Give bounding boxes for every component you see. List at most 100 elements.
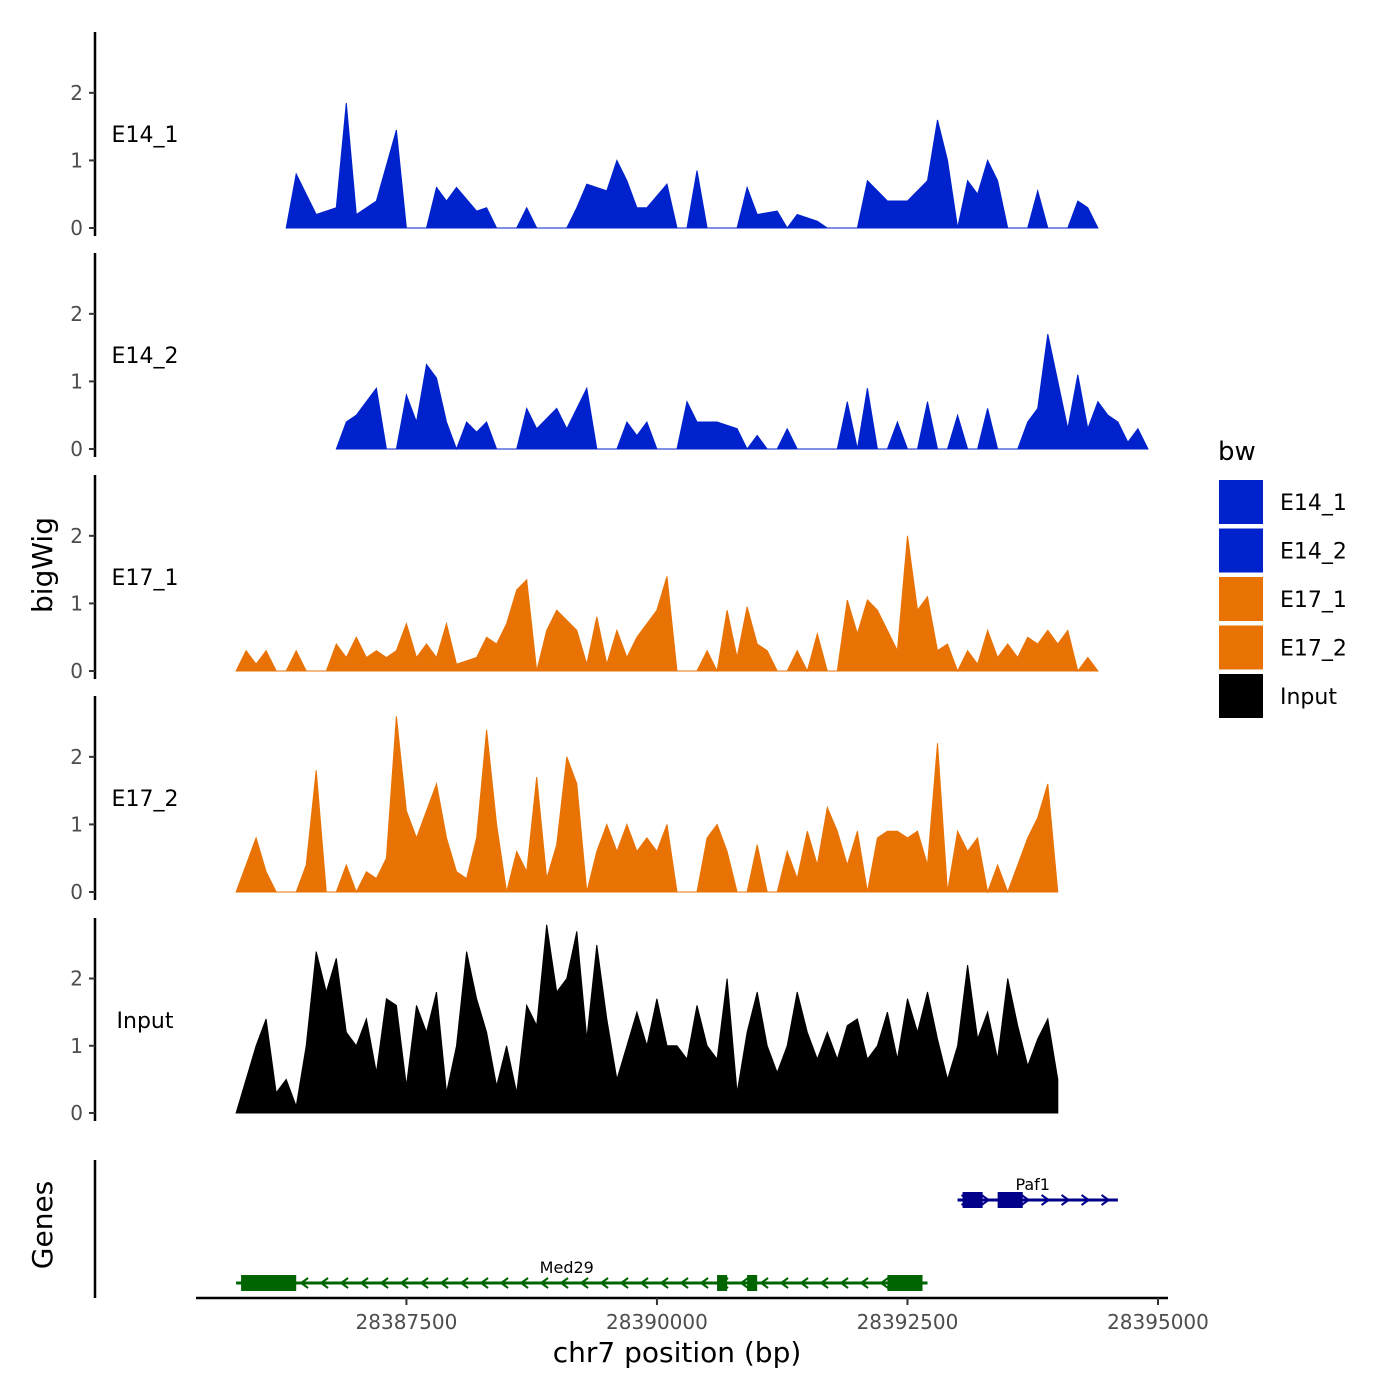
- track-label: E17_1: [112, 566, 179, 591]
- y-tick-label: 2: [70, 967, 83, 991]
- y-tick-label: 1: [70, 591, 83, 615]
- strand-arrow: [799, 1277, 809, 1289]
- legend-label: E17_2: [1280, 637, 1347, 662]
- track-e14-2: 0 1 2 E14_2: [70, 253, 1149, 461]
- legend-swatch: [1219, 577, 1263, 621]
- strand-arrow: [299, 1277, 309, 1289]
- strand-arrow: [439, 1277, 449, 1289]
- strand-arrow: [699, 1277, 709, 1289]
- strand-arrow: [859, 1277, 869, 1289]
- legend-label: E17_1: [1280, 588, 1347, 613]
- track-label: E14_2: [112, 344, 179, 369]
- strand-arrow: [679, 1277, 689, 1289]
- strand-arrow: [839, 1277, 849, 1289]
- signal-area: [285, 102, 1099, 229]
- legend-item-e17-2: E17_2: [1219, 625, 1347, 670]
- track-label: Input: [117, 1009, 174, 1034]
- legend-label: E14_1: [1280, 491, 1347, 516]
- strand-arrow: [819, 1277, 829, 1289]
- track-label: E17_2: [112, 787, 179, 812]
- signal-area: [335, 333, 1149, 451]
- strand-arrow: [559, 1277, 569, 1289]
- strand-arrow: [579, 1277, 589, 1289]
- gene-label: Paf1: [1015, 1175, 1050, 1194]
- exon: [962, 1192, 983, 1208]
- y-axis-title: bigWig: [26, 517, 59, 613]
- track-label: E14_1: [112, 123, 179, 148]
- x-tick-label: 28387500: [356, 1310, 458, 1334]
- y-tick-label: 0: [70, 437, 83, 461]
- legend-item-e14-1: E14_1: [1219, 480, 1347, 524]
- strand-arrow: [1020, 1194, 1031, 1206]
- y-tick-label: 0: [70, 1101, 83, 1125]
- track-e14-1: 0 1 2 E14_1: [70, 32, 1099, 240]
- y-tick-label: 0: [70, 216, 83, 240]
- signal-area: [235, 535, 1099, 673]
- strand-arrow: [359, 1277, 369, 1289]
- y-tick-label: 2: [70, 302, 83, 326]
- x-tick-label: 28395000: [1107, 1310, 1209, 1334]
- y-tick-label: 1: [70, 369, 83, 393]
- y-tick-label: 2: [70, 745, 83, 769]
- signal-area: [235, 924, 1059, 1114]
- genes-axis-title: Genes: [26, 1181, 59, 1269]
- exon: [997, 1192, 1023, 1208]
- strand-arrow: [519, 1277, 529, 1289]
- strand-arrow: [539, 1277, 549, 1289]
- x-axis: 28387500 28390000 28392500 28395000: [196, 1296, 1209, 1334]
- track-input: 0 1 2 Input: [70, 918, 1059, 1125]
- signal-area: [235, 716, 1059, 894]
- strand-arrow: [1100, 1194, 1111, 1206]
- strand-arrow: [399, 1277, 409, 1289]
- y-tick-label: 2: [70, 81, 83, 105]
- y-tick-label: 1: [70, 812, 83, 836]
- x-tick-label: 28392500: [857, 1310, 959, 1334]
- legend-item-input: Input: [1219, 674, 1337, 718]
- strand-arrow: [419, 1277, 429, 1289]
- y-tick-label: 1: [70, 148, 83, 172]
- legend-item-e17-1: E17_1: [1219, 577, 1347, 621]
- gene-label: Med29: [540, 1258, 594, 1277]
- legend-swatch: [1219, 480, 1263, 524]
- y-tick-label: 0: [70, 880, 83, 904]
- x-axis-title: chr7 position (bp): [553, 1336, 802, 1369]
- strand-arrow: [739, 1277, 749, 1289]
- signal-tracks: 0 1 2 E14_1 0 1 2 E14_2 0 1 2 E17_1 0 1 2 E17_2 0 1 2 Input: [70, 32, 1149, 1125]
- gene-track: Paf1 Med29: [93, 1160, 1118, 1298]
- strand-arrow: [339, 1277, 349, 1289]
- strand-arrow: [1040, 1194, 1051, 1206]
- strand-arrow: [379, 1277, 389, 1289]
- exon: [747, 1275, 758, 1291]
- y-tick-label: 0: [70, 659, 83, 683]
- strand-arrow: [759, 1277, 769, 1289]
- legend-label: Input: [1280, 685, 1337, 710]
- strand-arrow: [599, 1277, 609, 1289]
- legend-label: E14_2: [1280, 540, 1347, 565]
- strand-arrow: [479, 1277, 489, 1289]
- y-tick-label: 2: [70, 524, 83, 548]
- strand-arrow: [459, 1277, 469, 1289]
- strand-arrow: [779, 1277, 789, 1289]
- strand-arrow: [980, 1194, 991, 1206]
- exon: [887, 1275, 923, 1291]
- strand-arrow: [659, 1277, 669, 1289]
- gene-paf1: Paf1: [957, 1175, 1118, 1208]
- strand-arrow: [619, 1277, 629, 1289]
- legend: E14_1 E14_2 E17_1 E17_2 Input: [1219, 480, 1347, 718]
- track-e17-1: 0 1 2 E17_1: [70, 475, 1099, 683]
- strand-arrow: [1060, 1194, 1071, 1206]
- strand-arrow: [499, 1277, 509, 1289]
- strand-arrow: [879, 1277, 889, 1289]
- strand-arrow: [319, 1277, 329, 1289]
- track-e17-2: 0 1 2 E17_2: [70, 696, 1059, 904]
- legend-swatch: [1219, 674, 1263, 718]
- gene-med29: Med29: [236, 1258, 928, 1291]
- legend-swatch: [1219, 625, 1263, 670]
- legend-title: bw: [1218, 437, 1256, 467]
- legend-item-e14-2: E14_2: [1219, 528, 1347, 573]
- strand-arrow: [639, 1277, 649, 1289]
- y-tick-label: 1: [70, 1034, 83, 1058]
- x-tick-label: 28390000: [606, 1310, 708, 1334]
- strand-arrow: [1080, 1194, 1091, 1206]
